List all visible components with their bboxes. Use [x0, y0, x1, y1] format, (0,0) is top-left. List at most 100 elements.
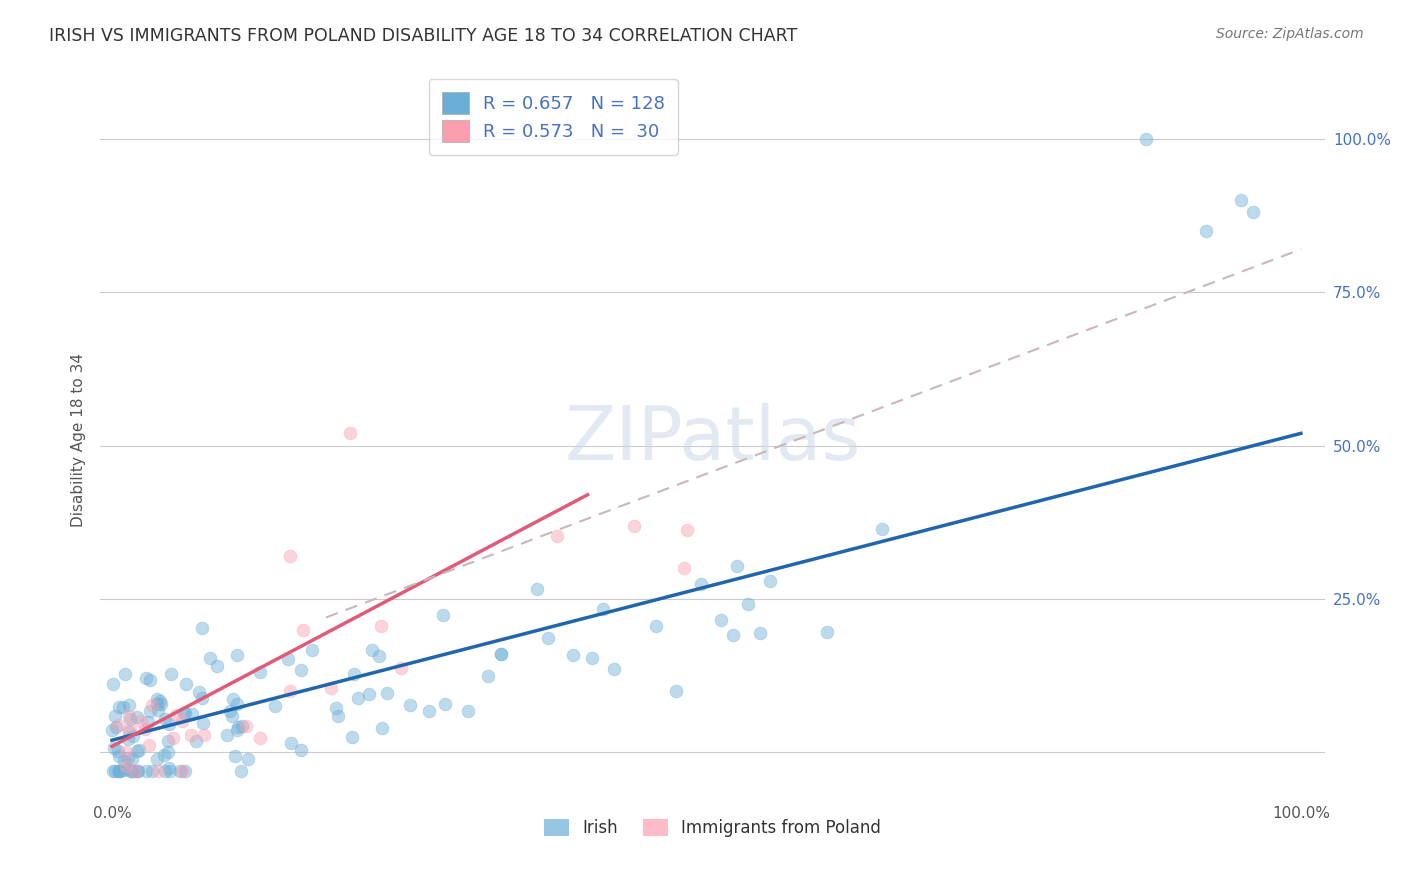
Point: [153, 764, 176, 778]
Point: [491, 647, 513, 661]
Point: [280, 549, 302, 563]
Point: [218, 704, 240, 718]
Point: [124, 764, 146, 778]
Point: [114, 763, 136, 777]
Point: [138, 705, 160, 719]
Point: [103, 740, 125, 755]
Point: [491, 648, 513, 662]
Point: [235, 719, 257, 733]
Point: [1241, 205, 1264, 219]
Point: [398, 698, 420, 712]
Point: [101, 764, 124, 778]
Point: [153, 748, 176, 763]
Point: [114, 666, 136, 681]
Point: [146, 752, 169, 766]
Point: [159, 764, 181, 778]
Point: [127, 764, 149, 778]
Point: [301, 642, 323, 657]
Point: [157, 761, 180, 775]
Point: [180, 728, 202, 742]
Point: [121, 729, 143, 743]
Point: [108, 764, 131, 778]
Point: [149, 698, 172, 712]
Point: [226, 720, 249, 734]
Point: [221, 709, 243, 723]
Point: [149, 693, 172, 707]
Point: [107, 718, 129, 732]
Point: [146, 697, 169, 711]
Point: [721, 628, 744, 642]
Point: [759, 574, 782, 589]
Point: [215, 728, 238, 742]
Point: [157, 734, 180, 748]
Point: [645, 618, 668, 632]
Point: [138, 738, 160, 752]
Point: [108, 764, 131, 778]
Point: [136, 715, 159, 730]
Point: [340, 730, 363, 744]
Point: [326, 708, 349, 723]
Point: [118, 698, 141, 713]
Point: [141, 698, 163, 712]
Point: [122, 764, 145, 778]
Point: [737, 597, 759, 611]
Text: IRISH VS IMMIGRANTS FROM POLAND DISABILITY AGE 18 TO 34 CORRELATION CHART: IRISH VS IMMIGRANTS FROM POLAND DISABILI…: [49, 27, 797, 45]
Point: [115, 745, 138, 759]
Point: [127, 764, 149, 778]
Point: [749, 625, 772, 640]
Point: [120, 764, 142, 778]
Point: [672, 561, 695, 575]
Point: [118, 724, 141, 739]
Point: [226, 697, 249, 711]
Point: [815, 624, 838, 639]
Point: [174, 706, 197, 721]
Point: [121, 752, 143, 766]
Point: [139, 673, 162, 687]
Point: [665, 684, 688, 698]
Point: [148, 703, 170, 717]
Point: [173, 706, 195, 720]
Point: [180, 707, 202, 722]
Point: [226, 723, 249, 737]
Point: [1195, 224, 1218, 238]
Point: [526, 582, 548, 596]
Text: Source: ZipAtlas.com: Source: ZipAtlas.com: [1216, 27, 1364, 41]
Point: [156, 745, 179, 759]
Point: [153, 712, 176, 726]
Point: [141, 764, 163, 778]
Point: [581, 651, 603, 665]
Point: [131, 714, 153, 728]
Legend: Irish, Immigrants from Poland: Irish, Immigrants from Poland: [537, 813, 887, 844]
Point: [117, 750, 139, 764]
Point: [432, 607, 454, 622]
Point: [117, 709, 139, 723]
Point: [112, 754, 135, 768]
Point: [725, 558, 748, 573]
Point: [107, 764, 129, 778]
Point: [377, 686, 399, 700]
Point: [710, 613, 733, 627]
Text: ZIPatlas: ZIPatlas: [564, 403, 860, 476]
Point: [434, 697, 457, 711]
Point: [193, 728, 215, 742]
Point: [249, 665, 271, 679]
Point: [389, 661, 412, 675]
Point: [125, 710, 148, 724]
Point: [165, 707, 187, 722]
Point: [104, 764, 127, 778]
Point: [191, 690, 214, 705]
Point: [174, 677, 197, 691]
Point: [225, 648, 247, 662]
Point: [592, 601, 614, 615]
Point: [117, 732, 139, 747]
Point: [146, 764, 169, 778]
Point: [198, 650, 221, 665]
Point: [290, 742, 312, 756]
Point: [277, 652, 299, 666]
Point: [170, 714, 193, 729]
Point: [205, 659, 228, 673]
Point: [477, 668, 499, 682]
Point: [135, 764, 157, 778]
Point: [107, 744, 129, 758]
Point: [457, 705, 479, 719]
